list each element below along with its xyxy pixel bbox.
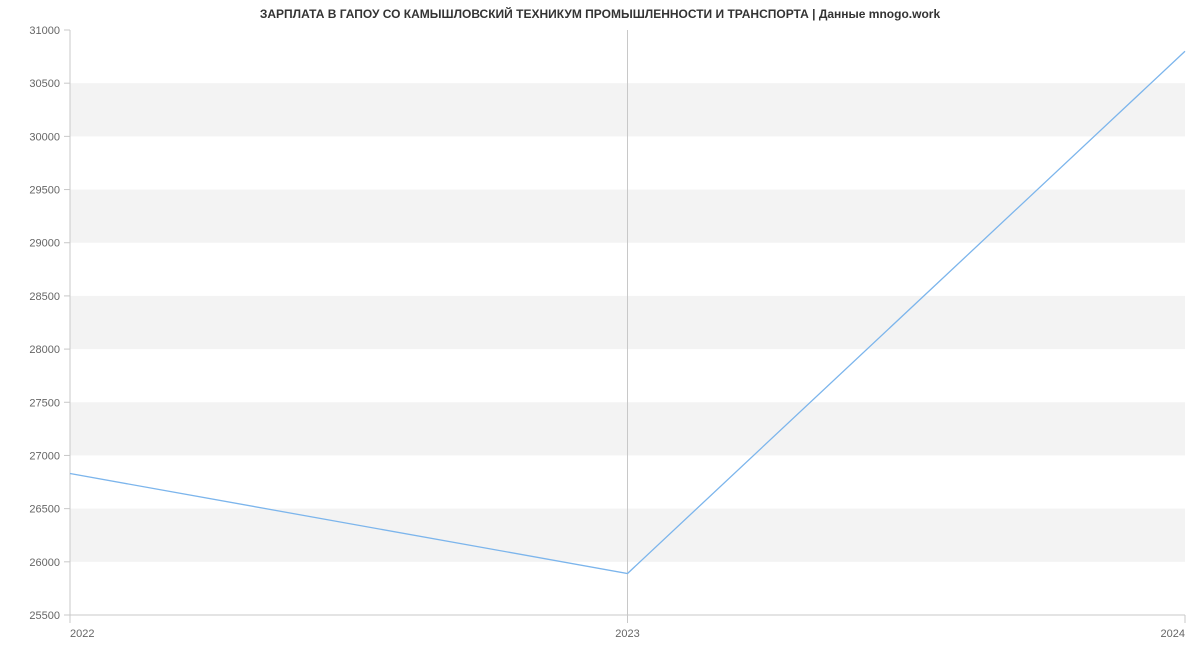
line-chart: 25500 26000 26500 27000 27500 28000 28500 29000… <box>0 0 1200 650</box>
y-tick-label: 26500 <box>29 504 60 516</box>
chart-title: ЗАРПЛАТА В ГАПОУ СО КАМЫШЛОВСКИЙ ТЕХНИКУ… <box>260 6 941 21</box>
y-tick-label: 28500 <box>29 291 60 303</box>
x-tick-label: 2023 <box>615 628 639 640</box>
y-tick-label: 25500 <box>29 610 60 622</box>
y-tick-label: 26000 <box>29 557 60 569</box>
y-tick-label: 28000 <box>29 344 60 356</box>
y-tick-label: 29000 <box>29 238 60 250</box>
x-tick-label: 2022 <box>70 628 94 640</box>
x-tick-label: 2024 <box>1161 628 1185 640</box>
y-tick-label: 27500 <box>29 397 60 409</box>
y-tick-label: 29500 <box>29 185 60 197</box>
y-tick-label: 31000 <box>29 25 60 37</box>
y-tick-label: 30000 <box>29 131 60 143</box>
y-tick-label: 27000 <box>29 450 60 462</box>
y-tick-label: 30500 <box>29 78 60 90</box>
